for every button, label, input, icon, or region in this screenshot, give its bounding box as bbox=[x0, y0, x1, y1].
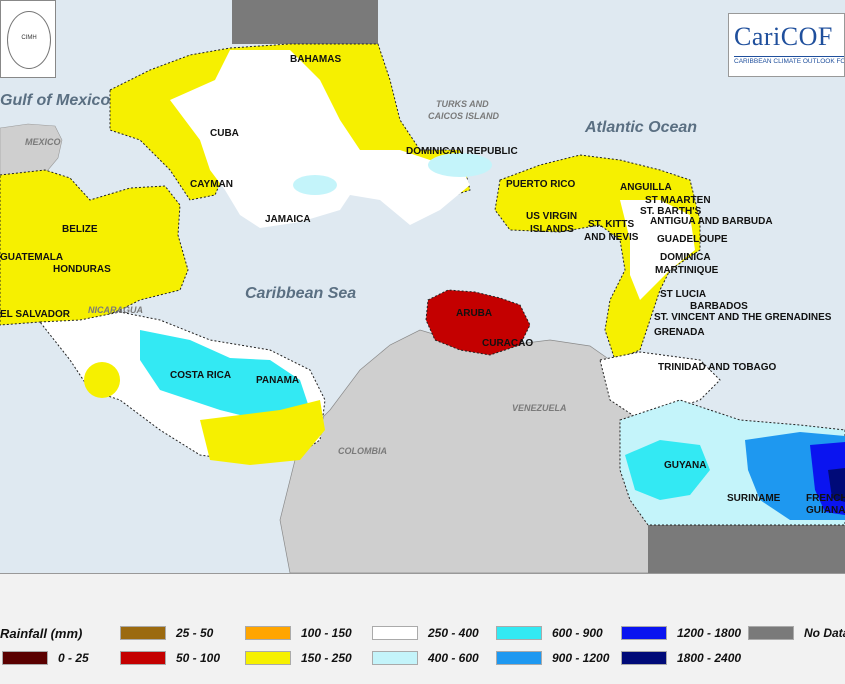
legend-swatch bbox=[748, 626, 794, 640]
label-el-salvador: EL SALVADOR bbox=[0, 309, 71, 320]
legend-label: 600 - 900 bbox=[552, 626, 603, 640]
legend-swatch bbox=[496, 626, 542, 640]
legend-swatch bbox=[2, 651, 48, 665]
label-colombia: COLOMBIA bbox=[338, 446, 387, 456]
legend-swatch bbox=[621, 626, 667, 640]
legend-swatch bbox=[120, 626, 166, 640]
label-islands: ISLANDS bbox=[530, 224, 574, 235]
label-venezuela: VENEZUELA bbox=[512, 403, 567, 413]
label-guadeloupe: GUADELOUPE bbox=[657, 234, 728, 245]
label-grenada: GRENADA bbox=[654, 327, 705, 338]
label-mexico: MEXICO bbox=[25, 137, 61, 147]
label-us-virgin: US VIRGIN bbox=[526, 211, 577, 222]
label-bahamas: BAHAMAS bbox=[290, 54, 341, 65]
label-and-nevis: AND NEVIS bbox=[584, 232, 639, 243]
legend-label: 900 - 1200 bbox=[552, 651, 610, 665]
legend-label: No Data bbox=[804, 626, 845, 640]
label-curacao: CURACAO bbox=[482, 338, 533, 349]
zone-yellow-panama bbox=[200, 400, 325, 465]
caricof-subtitle: CARIBBEAN CLIMATE OUTLOOK FORUM bbox=[734, 56, 844, 65]
legend-swatch bbox=[372, 626, 418, 640]
zone-navy-french-guiana bbox=[828, 468, 845, 502]
label-panama: PANAMA bbox=[256, 375, 299, 386]
zone-cyan-guyana bbox=[625, 440, 710, 500]
label-dominican-republic: DOMINICAN REPUBLIC bbox=[406, 146, 518, 157]
label-trinidad: TRINIDAD AND TOBAGO bbox=[658, 362, 777, 373]
label-cayman: CAYMAN bbox=[190, 179, 233, 190]
zone-yellow-nicaragua-coast bbox=[84, 362, 120, 398]
label-jamaica: JAMAICA bbox=[265, 214, 311, 225]
label-caicos: CAICOS ISLAND bbox=[428, 111, 500, 121]
cimh-logo: CIMH bbox=[0, 0, 56, 78]
cimh-logo-short: CIMH bbox=[21, 35, 37, 41]
label-guatemala: GUATEMALA bbox=[0, 252, 63, 263]
label-guiana: GUIANA bbox=[806, 505, 845, 516]
label-st-vincent: ST. VINCENT AND THE GRENADINES bbox=[654, 312, 832, 323]
legend-swatch bbox=[372, 651, 418, 665]
rainfall-map: Gulf of Mexico Atlantic Ocean Caribbean … bbox=[0, 0, 845, 573]
legend-label: 250 - 400 bbox=[428, 626, 479, 640]
label-anguilla: ANGUILLA bbox=[620, 182, 672, 193]
label-guyana: GUYANA bbox=[664, 460, 706, 471]
label-suriname: SURINAME bbox=[727, 493, 781, 504]
legend-title: Rainfall (mm) bbox=[0, 626, 83, 641]
label-st-maarten: ST MAARTEN bbox=[645, 195, 711, 206]
nodata-bottom bbox=[648, 525, 845, 573]
label-aruba: ARUBA bbox=[456, 308, 492, 319]
label-belize: BELIZE bbox=[62, 224, 98, 235]
zone-cyan-jamaica bbox=[293, 175, 337, 195]
legend-swatch bbox=[245, 626, 291, 640]
label-barbados: BARBADOS bbox=[690, 301, 748, 312]
legend-swatch bbox=[621, 651, 667, 665]
legend-label: 400 - 600 bbox=[428, 651, 479, 665]
label-dominica: DOMINICA bbox=[660, 252, 711, 263]
label-antigua: ANTIGUA AND BARBUDA bbox=[650, 216, 773, 227]
label-gulf: Gulf of Mexico bbox=[0, 92, 110, 109]
label-st-kitts: ST. KITTS bbox=[588, 219, 634, 230]
legend-swatch bbox=[120, 651, 166, 665]
label-st-lucia: ST LUCIA bbox=[660, 289, 706, 300]
legend-label: 25 - 50 bbox=[176, 626, 214, 640]
label-st-barths: ST. BARTH'S bbox=[640, 206, 702, 217]
label-nicaragua: NICARAGUA bbox=[88, 305, 143, 315]
legend-label: 0 - 25 bbox=[58, 651, 89, 665]
zone-red-aruba bbox=[425, 289, 531, 356]
legend-label: 1200 - 1800 bbox=[677, 626, 742, 640]
label-turks: TURKS AND bbox=[436, 99, 489, 109]
legend-label: 150 - 250 bbox=[301, 651, 352, 665]
legend-label: 50 - 100 bbox=[176, 651, 221, 665]
label-french: FRENCH bbox=[806, 493, 845, 504]
label-honduras: HONDURAS bbox=[53, 264, 111, 275]
nodata-top bbox=[232, 0, 378, 44]
legend-label: 1800 - 2400 bbox=[677, 651, 742, 665]
zone-cyan-hispaniola bbox=[428, 153, 492, 177]
label-costa-rica: COSTA RICA bbox=[170, 370, 231, 381]
cimh-seal-icon bbox=[7, 11, 51, 69]
label-cuba: CUBA bbox=[210, 128, 239, 139]
label-martinique: MARTINIQUE bbox=[655, 265, 719, 276]
label-puerto-rico: PUERTO RICO bbox=[506, 179, 575, 190]
legend-swatch bbox=[245, 651, 291, 665]
legend: Rainfall (mm) 0 - 25 25 - 50 50 - 100 10… bbox=[0, 573, 845, 684]
zone-white-lesser-antilles bbox=[620, 200, 695, 300]
label-atlantic: Atlantic Ocean bbox=[584, 119, 697, 136]
caricof-logo: CariCOF CARIBBEAN CLIMATE OUTLOOK FORUM bbox=[728, 13, 845, 77]
caricof-title: CariCOF bbox=[734, 22, 833, 51]
zone-white-cuba bbox=[170, 50, 470, 228]
legend-label: 100 - 150 bbox=[301, 626, 352, 640]
label-caribbean: Caribbean Sea bbox=[245, 285, 356, 302]
legend-swatch bbox=[496, 651, 542, 665]
zone-cyan-costa-rica bbox=[140, 330, 310, 420]
